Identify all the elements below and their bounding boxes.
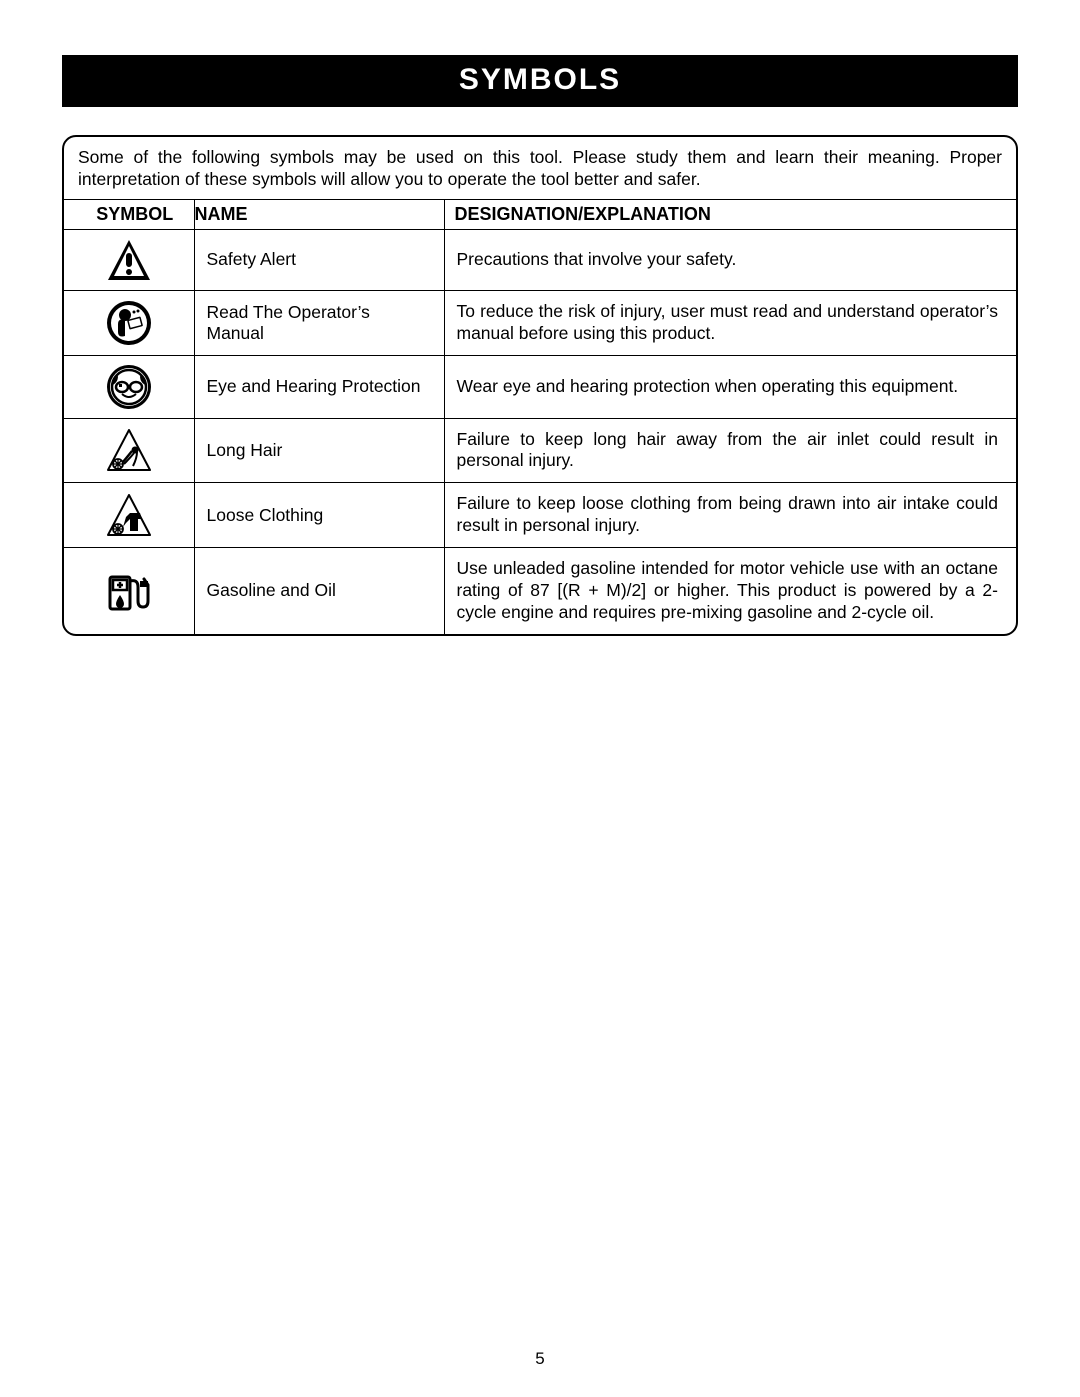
row-explanation: Wear eye and hearing protection when ope… [444, 355, 1016, 418]
long-hair-icon [104, 426, 154, 474]
section-title: SYMBOLS [62, 55, 1018, 107]
table-row: Loose Clothing Failure to keep loose clo… [64, 483, 1016, 548]
gasoline-oil-icon [104, 567, 154, 615]
col-header-name: Name [194, 199, 444, 229]
row-explanation: To reduce the risk of injury, user must … [444, 290, 1016, 355]
loose-clothing-icon [104, 491, 154, 539]
row-name: Read The Operator’s Manual [194, 290, 444, 355]
page-number: 5 [0, 1349, 1080, 1369]
row-name: Loose Clothing [194, 483, 444, 548]
row-name: Long Hair [194, 418, 444, 483]
symbols-table: Symbol Name Designation/Explanation Safe… [64, 199, 1016, 634]
table-row: Long Hair Failure to keep long hair away… [64, 418, 1016, 483]
row-explanation: Failure to keep long hair away from the … [444, 418, 1016, 483]
row-explanation: Failure to keep loose clothing from bein… [444, 483, 1016, 548]
table-row: Eye and Hearing Protection Wear eye and … [64, 355, 1016, 418]
table-row: Read The Operator’s Manual To reduce the… [64, 290, 1016, 355]
intro-text: Some of the following symbols may be use… [64, 137, 1016, 199]
col-header-explanation: Designation/Explanation [444, 199, 1016, 229]
eye-hearing-icon [104, 362, 154, 412]
table-row: Gasoline and Oil Use unleaded gasoline i… [64, 548, 1016, 634]
row-explanation: Use unleaded gasoline intended for motor… [444, 548, 1016, 634]
row-name: Safety Alert [194, 229, 444, 290]
row-explanation: Precautions that involve your safety. [444, 229, 1016, 290]
row-name: Gasoline and Oil [194, 548, 444, 634]
row-name: Eye and Hearing Protection [194, 355, 444, 418]
symbols-box: Some of the following symbols may be use… [62, 135, 1018, 636]
col-header-symbol: Symbol [64, 199, 194, 229]
table-row: Safety Alert Precautions that involve yo… [64, 229, 1016, 290]
safety-alert-icon [104, 236, 154, 284]
read-manual-icon [104, 298, 154, 348]
